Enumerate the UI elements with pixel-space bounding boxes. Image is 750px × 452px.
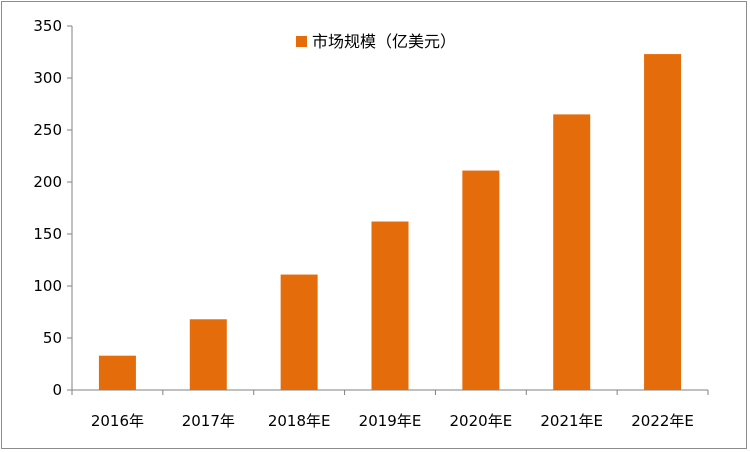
bar: [462, 170, 500, 390]
bar: [371, 221, 409, 390]
x-tick-label: 2021年E: [540, 412, 603, 430]
y-tick-label: 150: [33, 225, 62, 243]
x-tick-label: 2020年E: [450, 412, 513, 430]
x-tick-label: 2017年: [182, 412, 235, 430]
bar: [280, 274, 318, 390]
x-axis: 2016年 2017年 2018年E 2019年E 2020年E 2021年E 2022年E: [71, 389, 709, 430]
legend-swatch: [296, 36, 307, 47]
x-tick-label: 2022年E: [631, 412, 694, 430]
bar: [189, 319, 227, 390]
y-tick-label: 0: [52, 381, 62, 399]
y-tick-label: 350: [33, 17, 62, 35]
bar: [553, 114, 591, 391]
bar: [644, 54, 682, 390]
legend-label: 市场规模（亿美元）: [312, 32, 456, 51]
y-tick-label: 300: [33, 69, 62, 87]
y-tick-label: 250: [33, 121, 62, 139]
x-tick-label: 2019年E: [359, 412, 422, 430]
x-tick-label: 2016年: [91, 412, 144, 430]
y-tick-label: 100: [33, 277, 62, 295]
bar: [98, 355, 136, 390]
y-tick-label: 50: [43, 329, 62, 347]
bars: [98, 54, 682, 391]
y-tick-label: 200: [33, 173, 62, 191]
y-axis: 0 50 100 150 200 250 300 350: [33, 17, 73, 399]
x-tick-label: 2018年E: [268, 412, 331, 430]
legend: 市场规模（亿美元）: [296, 32, 456, 51]
